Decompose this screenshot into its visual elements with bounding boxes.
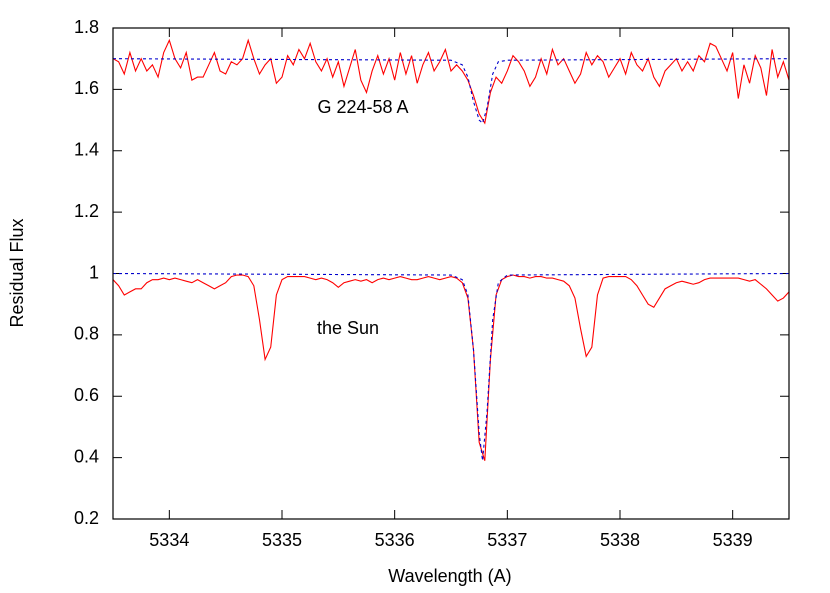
- y-tick-label: 1.8: [74, 17, 99, 37]
- y-tick-label: 0.6: [74, 385, 99, 405]
- x-tick-label: 5338: [600, 530, 640, 550]
- y-tick-label: 0.2: [74, 508, 99, 528]
- series-line: [112, 274, 790, 461]
- x-tick-label: 5339: [713, 530, 753, 550]
- y-tick-label: 1: [89, 262, 99, 282]
- y-tick-label: 0.8: [74, 324, 99, 344]
- y-tick-label: 0.4: [74, 446, 99, 466]
- series-line: [112, 272, 790, 461]
- series-line: [112, 38, 790, 125]
- x-tick-label: 5337: [487, 530, 527, 550]
- y-tick-label: 1.2: [74, 201, 99, 221]
- y-axis-label: Residual Flux: [7, 218, 27, 327]
- annotation: the Sun: [317, 318, 379, 338]
- plot-frame: [112, 27, 790, 520]
- x-tick-label: 5336: [375, 530, 415, 550]
- y-tick-label: 1.6: [74, 78, 99, 98]
- x-axis-label: Wavelength (A): [388, 566, 511, 586]
- x-tick-label: 5334: [149, 530, 189, 550]
- x-tick-label: 5335: [262, 530, 302, 550]
- y-tick-label: 1.4: [74, 140, 99, 160]
- annotation: G 224-58 A: [317, 97, 408, 117]
- series-line: [112, 58, 790, 125]
